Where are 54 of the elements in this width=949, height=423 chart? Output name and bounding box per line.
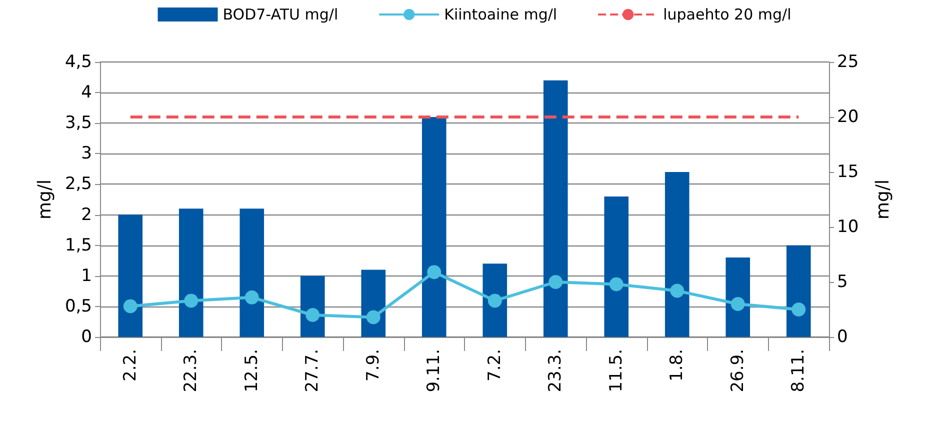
y2-tick-label: 10 [837,217,859,237]
bar [786,245,811,337]
point [184,294,198,308]
x-tick-label: 23.3. [546,349,566,392]
y-tick-label: 0,5 [64,296,92,316]
x-tick-label: 11.5. [606,349,626,392]
y2-axis-title: mg/l [872,179,894,220]
x-tick-label: 26.9. [728,349,748,392]
bar [726,258,750,337]
y2-tick-label: 20 [837,107,859,127]
y2-tick-label: 0 [837,327,848,347]
bar [178,208,204,337]
point [730,297,745,311]
point [609,277,624,292]
legend-label: lupaehto 20 mg/l [663,6,792,24]
y-tick-label: 3 [81,144,92,164]
point [427,265,442,280]
y-tick-label: 4 [81,82,92,103]
y-tick-label: 2,5 [64,174,92,194]
x-tick-label: 2.2. [120,349,140,382]
bar [543,80,568,337]
y-tick-label: 0 [81,327,92,347]
point [488,294,502,308]
y-tick-label: 4,5 [64,52,92,72]
point [548,275,563,289]
legend-label: Kiintoaine mg/l [444,6,558,24]
y-tick-label: 2 [81,204,92,225]
y2-tick-label: 15 [837,162,859,182]
y-tick-label: 3,5 [64,113,92,134]
point [244,290,259,304]
point [670,284,684,298]
y-axis-title: mg/l [34,179,56,220]
x-tick-label: 22.3. [181,349,202,392]
point [792,302,806,316]
bar [422,117,446,337]
bar [118,214,143,337]
x-tick-label: 7.9. [363,349,384,382]
point [123,299,138,314]
point [366,310,380,324]
x-tick-label: 1.8. [667,349,688,382]
y2-tick-label: 5 [837,272,848,292]
bar [604,196,629,337]
x-tick-label: 12.5. [242,349,262,392]
legend-label: BOD7-ATU mg/l [222,6,338,24]
x-tick-label: 27.7. [302,349,323,392]
bar [664,172,690,337]
x-tick-label: 7.2. [484,349,505,382]
y2-tick-label: 25 [837,52,859,72]
y-tick-label: 1 [81,266,92,286]
x-tick-label: 8.11. [788,349,809,392]
x-tick-label: 9.11. [424,349,444,392]
bar [240,208,264,337]
point [306,308,320,322]
y-tick-label: 1,5 [64,235,92,256]
